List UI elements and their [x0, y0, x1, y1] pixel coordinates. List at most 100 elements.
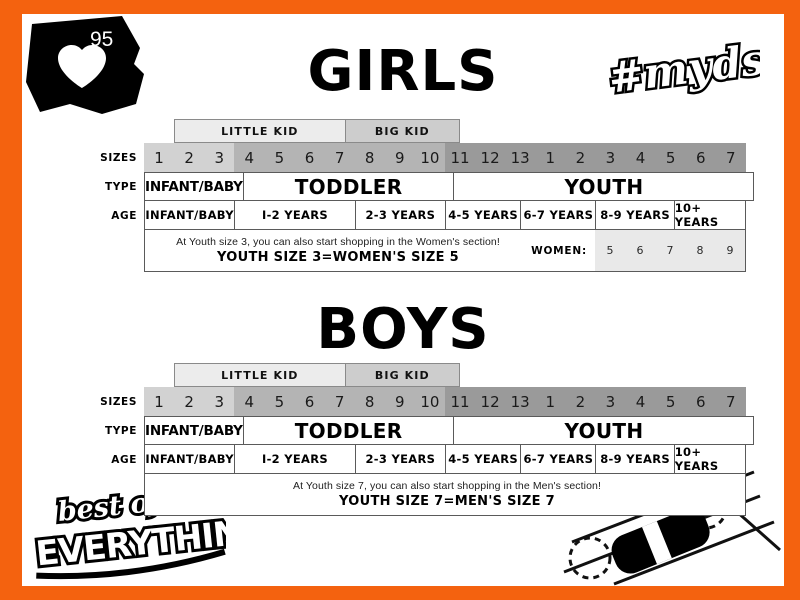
girls-age-cells: INFANT/BABY I-2 YEARS 2-3 YEARS 4-5 YEAR…	[144, 201, 746, 230]
girls-type-label: TYPE	[104, 180, 137, 193]
boys-section-title: BOYS	[316, 297, 490, 362]
size-cell: 12	[475, 387, 506, 416]
size-cell: 6	[294, 387, 325, 416]
size-cell: 3	[595, 387, 626, 416]
women-size-cell: 8	[696, 244, 704, 257]
girls-note-line1: At Youth size 3, you can also start shop…	[176, 236, 500, 248]
age-cell: I-2 YEARS	[234, 201, 355, 230]
girls-sizes-row: SIZES 1 2 3 4 5 6 7 8 9 10 11 12 13 1 2	[98, 143, 746, 172]
size-cell: 7	[324, 387, 355, 416]
girls-age-row: AGE INFANT/BABY I-2 YEARS 2-3 YEARS 4-5 …	[98, 201, 746, 230]
size-cell: 12	[475, 143, 506, 172]
boys-age-row: AGE INFANT/BABY I-2 YEARS 2-3 YEARS 4-5 …	[98, 445, 746, 474]
boys-size-chart: LITTLE KID BIG KID SIZES 1 2 3 4 5 6 7 8…	[98, 363, 755, 516]
type-cell: INFANT/BABY	[144, 416, 243, 445]
girls-age-label: AGE	[111, 209, 137, 222]
size-cell: 4	[625, 143, 656, 172]
age-cell: 10+ YEARS	[673, 445, 746, 474]
age-cell: 6-7 YEARS	[520, 201, 596, 230]
girls-big-kid-band: BIG KID	[345, 119, 460, 143]
boys-note-line2: YOUTH SIZE 7=MEN'S SIZE 7	[339, 494, 555, 509]
age-cell: 10+ YEARS	[673, 201, 746, 230]
size-cell: 6	[685, 143, 716, 172]
boys-type-cells: INFANT/BABY TODDLER YOUTH	[144, 416, 755, 445]
girls-note-row: At Youth size 3, you can also start shop…	[144, 230, 746, 272]
size-cell: 2	[565, 143, 596, 172]
poster-canvas: 95 #mydsw best of EVERYTHING	[22, 14, 784, 586]
size-cell: 6	[685, 387, 716, 416]
type-cell: INFANT/BABY	[144, 172, 243, 201]
size-cell: 11	[444, 387, 476, 416]
size-cell: 2	[565, 387, 596, 416]
girls-little-kid-band: LITTLE KID	[174, 119, 346, 143]
girls-women-conversion: WOMEN: 5 6 7 8 9	[531, 230, 745, 271]
girls-sizes-cells: 1 2 3 4 5 6 7 8 9 10 11 12 13 1 2 3 4	[144, 143, 746, 172]
age-cell: 4-5 YEARS	[444, 445, 521, 474]
girls-type-cells: INFANT/BABY TODDLER YOUTH	[144, 172, 755, 201]
size-cell: 10	[414, 387, 445, 416]
size-cell: 3	[595, 143, 626, 172]
women-size-cell: 7	[666, 244, 674, 257]
size-cell: 3	[204, 143, 235, 172]
size-cell: 13	[505, 143, 536, 172]
size-cell: 4	[234, 387, 265, 416]
size-cell: 11	[444, 143, 476, 172]
size-cell: 8	[354, 387, 385, 416]
size-cell: 7	[324, 143, 355, 172]
size-cell: 6	[294, 143, 325, 172]
size-cell: 8	[354, 143, 385, 172]
type-cell: TODDLER	[242, 172, 454, 201]
women-size-cell: 9	[726, 244, 734, 257]
girls-note-text: At Youth size 3, you can also start shop…	[145, 236, 745, 265]
everything-text: EVERYTHING	[34, 510, 226, 574]
boys-type-row: TYPE INFANT/BABY TODDLER YOUTH	[98, 416, 755, 445]
size-cell: 2	[174, 143, 205, 172]
boys-sizes-row: SIZES 1 2 3 4 5 6 7 8 9 10 11 12 13 1 2	[98, 387, 746, 416]
boys-note-text: At Youth size 7, you can also start shop…	[145, 480, 745, 509]
girls-type-row: TYPE INFANT/BABY TODDLER YOUTH	[98, 172, 755, 201]
women-label: WOMEN:	[531, 244, 587, 257]
type-cell: YOUTH	[453, 172, 755, 201]
girls-kid-band-row: LITTLE KID BIG KID	[174, 119, 746, 143]
type-cell: TODDLER	[242, 416, 454, 445]
boys-big-kid-band: BIG KID	[345, 363, 460, 387]
women-size-cells: 5 6 7 8 9	[595, 230, 745, 271]
size-cell: 9	[384, 143, 415, 172]
boys-sizes-cells: 1 2 3 4 5 6 7 8 9 10 11 12 13 1 2 3 4	[144, 387, 746, 416]
boys-sizes-label: SIZES	[100, 395, 137, 408]
girls-size-chart: LITTLE KID BIG KID SIZES 1 2 3 4 5 6 7 8…	[98, 119, 755, 272]
size-cell: 13	[505, 387, 536, 416]
age-cell: INFANT/BABY	[144, 201, 235, 230]
boys-type-label: TYPE	[104, 424, 137, 437]
size-cell: 9	[384, 387, 415, 416]
size-cell: 5	[655, 143, 686, 172]
size-cell: 2	[174, 387, 205, 416]
age-cell: INFANT/BABY	[144, 445, 235, 474]
age-cell: I-2 YEARS	[234, 445, 355, 474]
type-cell: YOUTH	[453, 416, 755, 445]
girls-note-line2: YOUTH SIZE 3=WOMEN'S SIZE 5	[217, 250, 459, 265]
boys-note-line1: At Youth size 7, you can also start shop…	[292, 480, 602, 492]
age-cell: 8-9 YEARS	[595, 445, 674, 474]
size-cell: 7	[715, 143, 746, 172]
girls-sizes-label: SIZES	[100, 151, 137, 164]
size-cell: 4	[234, 143, 265, 172]
age-cell: 4-5 YEARS	[444, 201, 521, 230]
boys-age-label: AGE	[111, 453, 137, 466]
size-cell: 1	[144, 387, 175, 416]
size-cell: 1	[535, 143, 566, 172]
boys-note-row: At Youth size 7, you can also start shop…	[144, 474, 746, 516]
size-cell: 5	[264, 387, 295, 416]
girls-section-title: GIRLS	[307, 39, 499, 104]
size-cell: 5	[264, 143, 295, 172]
age-cell: 2-3 YEARS	[354, 201, 445, 230]
size-cell: 3	[204, 387, 235, 416]
size-cell: 1	[144, 143, 175, 172]
women-size-cell: 6	[636, 244, 644, 257]
age-cell: 8-9 YEARS	[595, 201, 674, 230]
size-cell: 1	[535, 387, 566, 416]
size-cell: 10	[414, 143, 445, 172]
age-cell: 2-3 YEARS	[354, 445, 445, 474]
women-size-cell: 5	[606, 244, 614, 257]
